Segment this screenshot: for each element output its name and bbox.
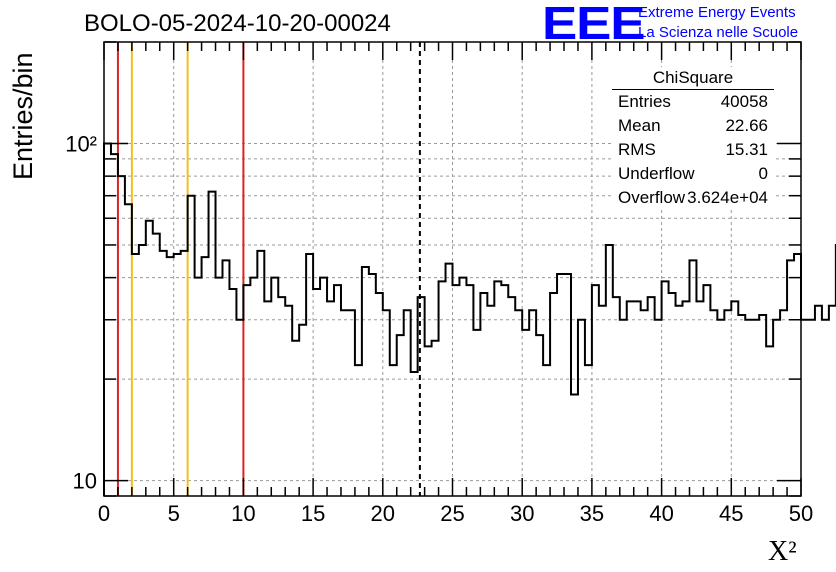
stats-label: Underflow [618, 164, 695, 183]
x-axis-label: X² [768, 536, 797, 567]
logo-line-2: La Scienza nelle Scuole [638, 24, 799, 41]
axes: 0 5 10 15 20 25 30 35 40 45 50 10 10² [65, 41, 813, 526]
x-tick-label: 15 [301, 501, 325, 526]
stats-label: Entries [618, 92, 671, 111]
reference-lines [116, 42, 421, 496]
stats-label: Overflow [618, 188, 686, 207]
x-tick-label: 50 [789, 501, 813, 526]
histogram-bins [103, 142, 836, 496]
x-tick-label: 25 [440, 501, 464, 526]
stats-row-underflow: Underflow 0 [612, 162, 774, 186]
y-axis-label: Entries/bin [8, 52, 38, 180]
eee-logo: EEE [542, 0, 646, 49]
x-tick-label: 10 [231, 501, 255, 526]
stats-value: 0 [758, 164, 768, 183]
x-tick-label: 35 [580, 501, 604, 526]
chart-title: BOLO-05-2024-10-20-00024 [84, 10, 391, 37]
x-tick-label: 0 [98, 501, 110, 526]
x-tick-label: 20 [371, 501, 395, 526]
stats-label: Mean [618, 116, 661, 135]
y-tick-label: 10 [73, 469, 97, 494]
stats-row-mean: Mean 22.66 [612, 114, 774, 138]
stats-box: ChiSquare Entries 40058 Mean 22.66 RMS 1… [612, 67, 774, 210]
histogram-step-line [103, 142, 836, 496]
stats-value: 3.624e+04 [687, 188, 768, 207]
y-tick-label: 10² [65, 131, 97, 156]
x-tick-label: 30 [510, 501, 534, 526]
logo-line-1: Extreme Energy Events [638, 4, 796, 21]
stats-value: 22.66 [725, 116, 768, 135]
stats-row-rms: RMS 15.31 [612, 138, 774, 162]
x-tick-label: 40 [649, 501, 673, 526]
stats-row-entries: Entries 40058 [612, 90, 774, 114]
x-tick-label: 45 [719, 501, 743, 526]
stats-box-title: ChiSquare [612, 67, 774, 90]
stats-value: 15.31 [725, 140, 768, 159]
x-tick-label: 5 [168, 501, 180, 526]
stats-label: RMS [618, 140, 656, 159]
stats-value: 40058 [720, 92, 768, 111]
stats-row-overflow: Overflow 3.624e+04 [612, 186, 774, 210]
